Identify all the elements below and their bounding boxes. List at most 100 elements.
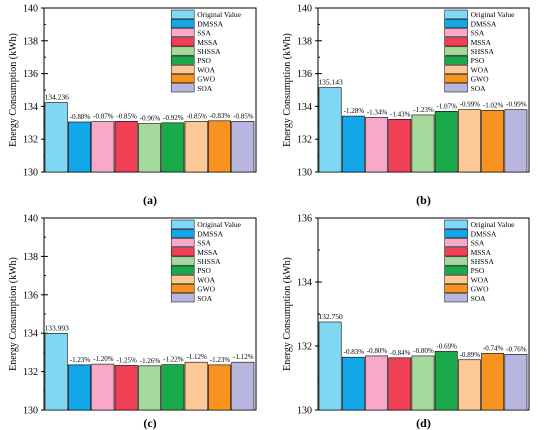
legend-item: DMSSA — [444, 18, 497, 28]
bar-ssa — [365, 355, 388, 411]
legend-item: MSSA — [170, 37, 218, 47]
legend-item: SHSSA — [444, 46, 495, 56]
legend-label: SSA — [197, 239, 211, 248]
bar-shssa — [138, 365, 161, 411]
y-axis-label: Energy Consumption (kWh) — [8, 257, 19, 371]
bar-dmssa — [68, 121, 91, 173]
legend-label: WOA — [197, 275, 215, 284]
legend-item: GWO — [170, 74, 216, 84]
legend-item: GWO — [444, 284, 489, 294]
bar-data-label: -1.23% — [210, 356, 231, 364]
y-tick-label: 134 — [297, 278, 312, 289]
legend-swatch — [170, 228, 195, 238]
legend-swatch — [170, 274, 195, 284]
bar-original-value — [44, 102, 68, 173]
legend-label: GWO — [471, 75, 489, 84]
legend-label: DMSSA — [471, 19, 497, 28]
legend-swatch — [170, 238, 195, 248]
legend-swatch — [444, 293, 468, 303]
y-tick-label: 130 — [297, 168, 312, 179]
bar-gwo — [208, 364, 231, 411]
legend-item: DMSSA — [170, 228, 224, 238]
legend-swatch — [170, 46, 195, 56]
legend-item: Original Value — [444, 9, 515, 19]
legend-label: SSA — [197, 29, 211, 38]
legend-item: Original Value — [170, 219, 242, 229]
legend-label: SOA — [471, 84, 487, 93]
y-tick-label: 136 — [297, 69, 312, 80]
bar-data-label: -1.25% — [116, 356, 137, 364]
legend-item: PSO — [170, 55, 212, 65]
panel-caption: (a) — [143, 193, 157, 207]
legend-label: SOA — [471, 294, 487, 303]
bar-data-label: -1.43% — [390, 110, 411, 118]
y-tick-label: 140 — [23, 4, 38, 15]
legend-swatch — [444, 37, 468, 47]
y-tick-label: 138 — [297, 36, 312, 47]
legend-item: WOA — [170, 274, 216, 284]
legend-label: WOA — [471, 275, 489, 284]
legend-item: SOA — [444, 293, 487, 303]
bar-data-label: -0.85% — [233, 112, 254, 120]
legend-item: MSSA — [170, 247, 218, 257]
legend-swatch — [170, 55, 195, 65]
legend-swatch — [444, 18, 468, 28]
bar-woa — [458, 109, 481, 173]
legend-swatch — [170, 74, 195, 84]
legend-swatch — [170, 293, 195, 303]
bar-data-label: -0.80% — [413, 347, 434, 355]
legend-item: SHSSA — [444, 256, 495, 266]
legend-label: SOA — [197, 84, 213, 93]
legend-label: SOA — [197, 294, 213, 303]
legend-swatch — [444, 55, 468, 65]
legend-item: PSO — [170, 265, 212, 275]
legend-label: SHSSA — [197, 257, 221, 266]
legend-item: WOA — [170, 64, 216, 74]
legend-swatch — [444, 219, 468, 229]
legend-swatch — [444, 46, 468, 56]
bar-woa — [184, 361, 208, 411]
legend-item: WOA — [444, 274, 489, 284]
y-tick-label: 136 — [297, 214, 312, 225]
legend-swatch — [170, 9, 195, 19]
y-tick-label: 138 — [23, 252, 38, 263]
y-tick-label: 140 — [297, 4, 312, 15]
legend-item: WOA — [444, 64, 489, 74]
bar-pso — [161, 122, 185, 173]
legend-label: GWO — [197, 285, 215, 294]
legend-label: MSSA — [471, 248, 492, 257]
legend-label: PSO — [197, 56, 211, 65]
bar-data-label: -1.22% — [163, 356, 184, 364]
legend-swatch — [444, 228, 468, 238]
legend-label: WOA — [471, 65, 489, 74]
y-tick-label: 134 — [23, 102, 38, 113]
bar-data-label: -0.92% — [163, 114, 184, 122]
bar-dmssa — [341, 356, 365, 411]
bar-data-label: -1.02% — [483, 101, 504, 109]
legend-item: SSA — [444, 238, 485, 248]
bar-data-label: -1.23% — [413, 106, 434, 114]
bar-data-label: -0.74% — [483, 344, 504, 352]
legend-item: Original Value — [444, 219, 515, 229]
bar-data-label: -0.87% — [93, 113, 114, 121]
bar-mssa — [388, 357, 412, 411]
bar-data-label: -0.83% — [344, 348, 365, 356]
legend-swatch — [444, 64, 468, 74]
bar-original-value — [318, 321, 342, 411]
bar-soa — [231, 361, 255, 411]
bar-shssa — [411, 355, 435, 411]
legend-label: Original Value — [471, 220, 515, 229]
legend-swatch — [444, 284, 468, 294]
y-tick-label: 130 — [23, 168, 38, 179]
y-axis-label: Energy Consumption (kWh) — [282, 257, 293, 371]
legend-item: SOA — [170, 293, 213, 303]
y-tick-label: 134 — [297, 102, 312, 113]
y-tick-label: 136 — [23, 290, 38, 301]
panel-caption: (d) — [416, 416, 431, 430]
bar-data-label: -1.20% — [93, 355, 114, 363]
legend-swatch — [444, 9, 468, 19]
legend-item: PSO — [444, 55, 485, 65]
legend-swatch — [444, 256, 468, 266]
legend-label: GWO — [197, 75, 215, 84]
bar-data-label: -0.96% — [140, 115, 161, 123]
